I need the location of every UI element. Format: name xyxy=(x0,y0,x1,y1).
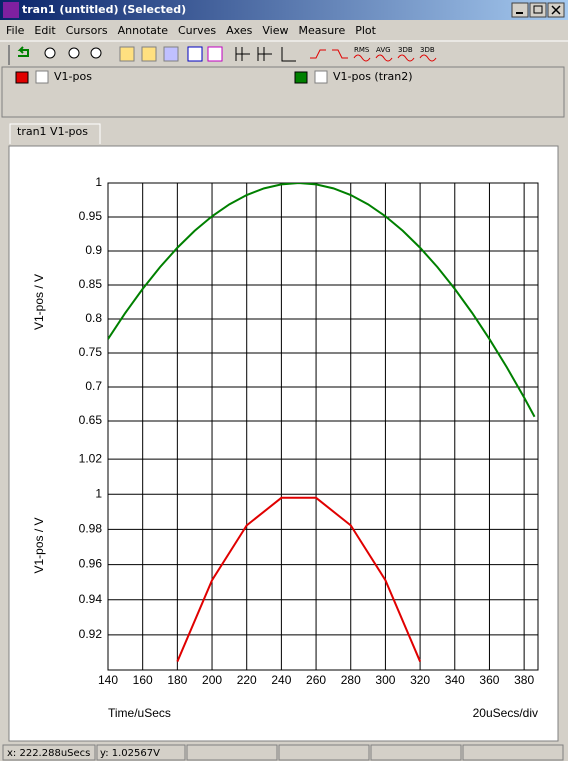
menu-item[interactable]: File xyxy=(6,24,25,37)
status-cell xyxy=(2,744,96,761)
y-tick-label: 0.96 xyxy=(79,557,103,571)
menu-item[interactable]: Curves xyxy=(178,24,216,37)
menu-item[interactable]: View xyxy=(262,24,288,37)
y-tick-label: 0.95 xyxy=(79,209,103,223)
x-tick-label: 360 xyxy=(479,673,499,687)
menu-item[interactable]: Plot xyxy=(355,24,376,37)
status-text: x: 222.288uSecs xyxy=(7,748,90,759)
status-cell xyxy=(278,744,370,761)
legend-label: V1-pos (tran2) xyxy=(333,70,413,83)
tab-label[interactable]: tran1 V1-pos xyxy=(17,125,88,138)
x-tick-label: 140 xyxy=(98,673,118,687)
y-tick-label: 1 xyxy=(95,175,102,189)
x-tick-label: 260 xyxy=(306,673,326,687)
window-title: tran1 (untitled) (Selected) xyxy=(22,3,186,16)
x-tick-label: 340 xyxy=(445,673,465,687)
toolbar-icon[interactable] xyxy=(419,54,437,62)
legend-label: V1-pos xyxy=(54,70,92,83)
x-tick-label: 160 xyxy=(133,673,153,687)
toolbar-button-label[interactable]: 3DB xyxy=(420,46,435,54)
toolbar-icon[interactable] xyxy=(375,54,393,62)
status-cell xyxy=(462,744,564,761)
x-scale-label: 20uSecs/div xyxy=(473,706,538,720)
toolbar-button-label[interactable]: AVG xyxy=(376,46,391,54)
legend-swatch xyxy=(15,71,29,84)
y-tick-label: 1.02 xyxy=(79,451,103,465)
x-tick-label: 220 xyxy=(237,673,257,687)
legend-panel xyxy=(1,66,565,118)
menu-item[interactable]: Measure xyxy=(298,24,345,37)
y-tick-label: 0.92 xyxy=(79,627,103,641)
x-tick-label: 380 xyxy=(514,673,534,687)
toolbar-icon[interactable] xyxy=(353,54,371,62)
x-tick-label: 320 xyxy=(410,673,430,687)
x-tick-label: 180 xyxy=(167,673,187,687)
status-cell xyxy=(186,744,278,761)
y-tick-label: 0.9 xyxy=(85,243,102,257)
y-tick-label: 0.8 xyxy=(85,311,102,325)
y-tick-label: 0.65 xyxy=(79,413,103,427)
y-axis-label: V1-pos / V xyxy=(32,274,46,330)
toolbar xyxy=(0,40,568,65)
status-text: y: 1.02567V xyxy=(100,748,160,759)
title-bar xyxy=(0,0,568,20)
x-tick-label: 280 xyxy=(341,673,361,687)
status-cell xyxy=(370,744,462,761)
toolbar-icon[interactable] xyxy=(397,54,415,62)
data-line xyxy=(108,183,536,418)
plot-border xyxy=(107,420,539,671)
data-line xyxy=(176,496,422,662)
tab[interactable] xyxy=(9,123,101,144)
x-tick-label: 300 xyxy=(375,673,395,687)
y-tick-label: 0.7 xyxy=(85,379,102,393)
menu-bar: File Edit Cursors Annotate Curves Axes View Mea… xyxy=(6,24,377,37)
x-axis-label: Time/uSecs xyxy=(108,706,171,720)
toolbar-button-label[interactable]: 3DB xyxy=(398,46,413,54)
y-tick-label: 0.85 xyxy=(79,277,103,291)
status-cell xyxy=(96,744,186,761)
status-bar xyxy=(0,744,568,761)
window-controls[interactable] xyxy=(511,2,565,18)
plot-panel xyxy=(8,145,559,742)
legend: V1-pos V1-pos (tran2) xyxy=(15,70,413,84)
toolbar-button-label[interactable]: RMS xyxy=(354,46,370,54)
x-tick-label: 240 xyxy=(271,673,291,687)
menu-item[interactable]: Axes xyxy=(226,24,252,37)
y-axis-label: V1-pos / V xyxy=(32,517,46,573)
y-tick-label: 1 xyxy=(95,486,102,500)
y-tick-label: 0.75 xyxy=(79,345,103,359)
menu-item[interactable]: Cursors xyxy=(66,24,108,37)
checkbox[interactable] xyxy=(314,70,328,84)
y-tick-label: 0.94 xyxy=(79,592,103,606)
x-tick-label: 200 xyxy=(202,673,222,687)
app-icon xyxy=(3,2,19,18)
menu-item[interactable]: Edit xyxy=(34,24,56,37)
menu-item[interactable]: Annotate xyxy=(118,24,169,37)
legend-swatch xyxy=(294,71,308,84)
checkbox[interactable] xyxy=(35,70,49,84)
y-tick-label: 0.98 xyxy=(79,522,103,536)
